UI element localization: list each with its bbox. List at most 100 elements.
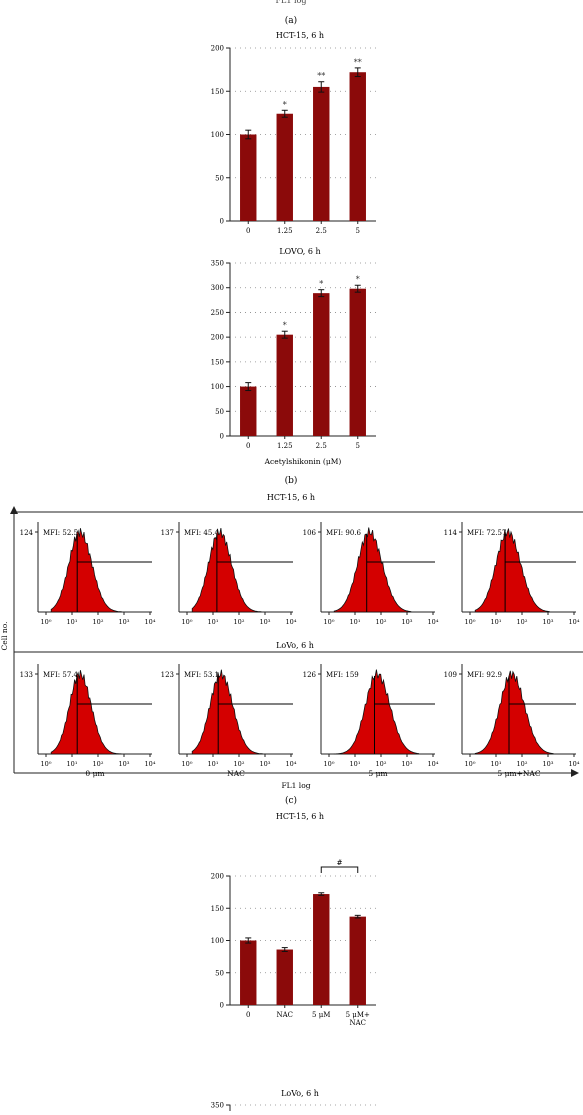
hist-x-tick-label: 10³ [260,760,271,768]
hist-x-tick-label: 10² [93,618,104,626]
hist-x-tick-label: 10¹ [67,760,78,768]
histogram-curve [50,528,122,613]
hist-x-tick-label: 10² [93,760,104,768]
histogram-plot: 114 MFI: 72.57 10⁰ 10¹ 10² 10³ 10⁴ [444,522,580,626]
panel-label-b: (b) [285,475,298,486]
condition-label: 5 μm+NAC [497,769,540,778]
hist-x-tick-label: 10¹ [350,618,361,626]
outer-y-arrow [10,506,18,514]
hist-x-tick-label: 10¹ [350,760,361,768]
significance-bracket [320,866,359,873]
x-tick-label: 2.5 [316,442,327,450]
histogram-curve [191,528,262,613]
y-tick-label: 0 [220,433,224,441]
bar [240,940,257,1005]
hist-x-tick-label: 10² [517,760,528,768]
bar [313,86,330,221]
x-tick-label: 2.5 [316,227,327,235]
y-tick-label: 150 [211,358,224,366]
hist-x-tick-label: 10² [376,618,387,626]
hist-mfi-label: MFI: 52.5 [43,529,78,537]
y-tick-label: 200 [211,334,224,342]
hist-mfi-label: MFI: 92.9 [467,671,502,679]
hist-ymax-label: 137 [161,529,174,537]
histogram-plot: 106 MFI: 90.6 10⁰ 10¹ 10² 10³ 10⁴ [303,522,439,626]
top-fragment: FL1 log (a) (b) (c) [276,0,307,806]
y-tick-label: 100 [211,131,224,139]
hist-x-tick-label: 10¹ [208,618,219,626]
significance-marker: * [283,321,287,330]
x-tick-label: 1.25 [277,227,293,235]
hist-x-tick-label: 10² [234,760,245,768]
hist-x-tick-label: 10⁴ [428,618,439,626]
y-tick-label: 150 [211,905,224,913]
hist-ymax-label: 109 [444,671,457,679]
chart-title: LOVO, 6 h [279,247,320,256]
bar [276,949,293,1005]
condition-label: 5 μm [368,769,387,778]
histogram-curve [191,669,263,755]
histogram-curve [333,527,412,613]
hist-x-tick-label: 10³ [260,618,271,626]
hist-x-tick-label: 10⁰ [182,618,193,626]
x-tick-label: NAC [276,1011,293,1019]
x-tick-label: 0 [246,227,250,235]
hist-x-tick-label: 10⁰ [324,760,335,768]
histogram-plot: 126 MFI: 159 10⁰ 10¹ 10² 10³ 10⁴ 5 μm [303,664,439,778]
x-tick-label: 5 μM+ [346,1011,370,1019]
significance-marker: * [319,280,323,289]
bar [240,134,257,221]
histogram-title-mid: LoVo, 6 h [276,641,314,650]
x-axis-label: Acetylshikonin (μM) [264,457,342,466]
y-tick-label: 350 [211,1102,224,1110]
panel-label-c: (c) [285,795,297,806]
histogram-plot: 124 MFI: 52.5 10⁰ 10¹ 10² 10³ 10⁴ [20,522,156,626]
hist-x-tick-label: 10⁴ [286,618,297,626]
y-tick-label: 200 [211,873,224,881]
histogram-curve [474,528,550,613]
hist-ymax-label: 106 [303,529,317,537]
condition-label: NAC [227,769,245,778]
x-tick-label: 5 μM [312,1011,330,1019]
hist-x-tick-label: 10² [234,618,245,626]
histogram-x-label: FL1 log [281,781,310,790]
hist-x-tick-label: 10¹ [491,760,502,768]
chart-hct15-bar: HCT-15, 6 h 0 50 100 150 200 0 * 1.25 ** 2.5 ** 5 [211,31,376,235]
y-tick-label: 50 [215,174,224,182]
hist-x-tick-label: 10¹ [491,618,502,626]
significance-marker: ** [354,58,362,67]
histogram-y-label: Cell no. [0,622,9,651]
hist-x-tick-label: 10⁴ [286,760,297,768]
bar [240,386,257,436]
hist-x-tick-label: 10⁰ [465,760,476,768]
y-tick-label: 0 [220,218,224,226]
chart-lovo-bar: LOVO, 6 h 0 50 100 150 200 250 300 350 0 * 1.25 * 2.5… [211,247,376,466]
condition-label: 0 μm [85,769,104,778]
hist-x-tick-label: 10¹ [67,618,78,626]
x-tick-label: 0 [246,442,250,450]
hist-x-tick-label: 10³ [402,760,413,768]
chart-lovo-nac-bar: LoVo, 6 h 350 [211,1089,376,1111]
histogram-title-top: HCT-15, 6 h [267,493,315,502]
bar [349,288,366,436]
histogram-plot: 123 MFI: 53.1 10⁰ 10¹ 10² 10³ 10⁴ NAC [161,664,297,778]
y-tick-label: 100 [211,937,224,945]
bar [313,293,330,436]
significance-marker: * [283,100,287,109]
histogram-curve [50,670,122,755]
x-tick-label: 1.25 [277,442,293,450]
y-tick-label: 150 [211,88,224,96]
hist-x-tick-label: 10⁴ [145,760,156,768]
y-tick-label: 50 [215,408,224,416]
bracket-label: # [337,859,343,867]
hist-x-tick-label: 10³ [119,760,130,768]
hist-ymax-label: 133 [20,671,33,679]
outer-x-arrow [571,769,579,777]
chart-title: HCT-15, 6 h [276,812,324,821]
y-tick-label: 250 [211,309,224,317]
hist-x-tick-label: 10¹ [208,760,219,768]
hist-x-tick-label: 10⁰ [41,760,52,768]
